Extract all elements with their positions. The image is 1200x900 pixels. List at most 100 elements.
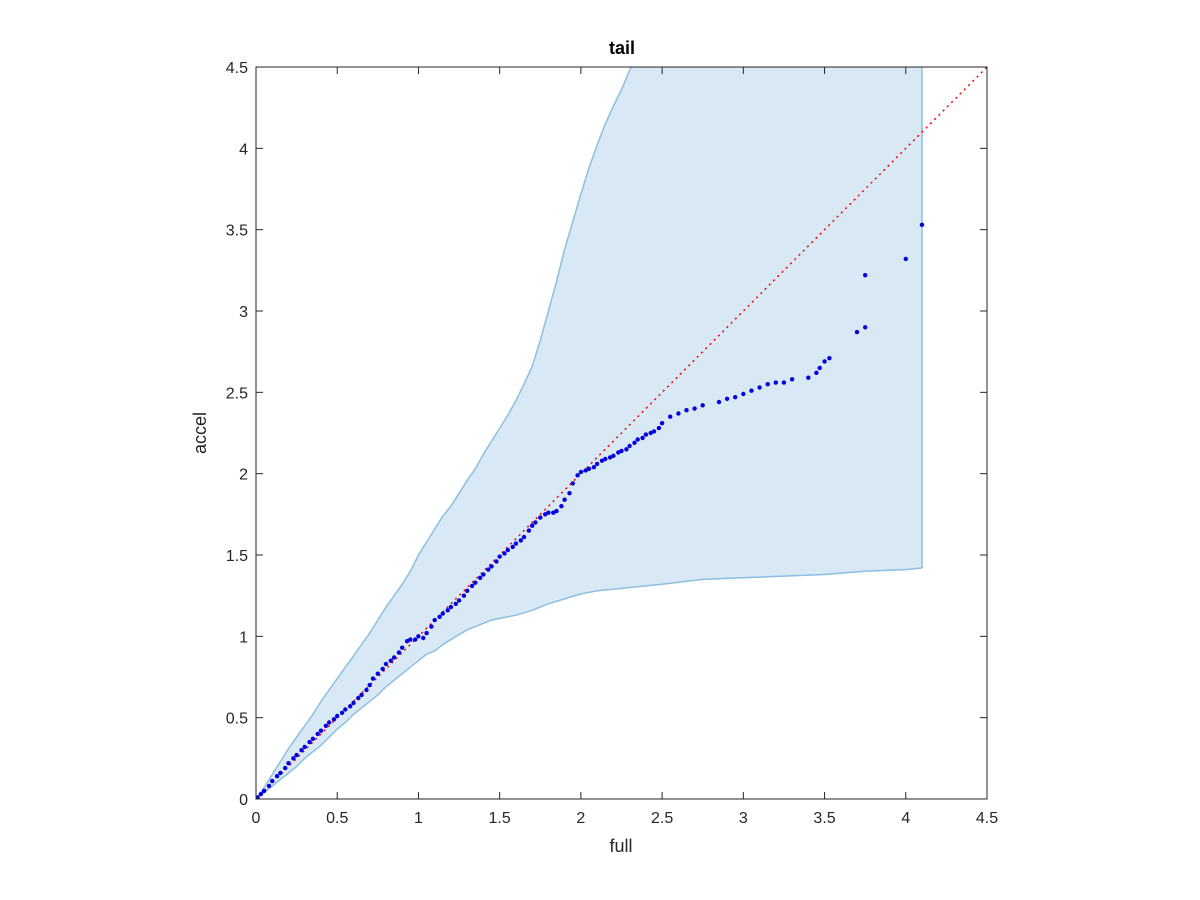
data-point: [505, 547, 510, 553]
data-point: [814, 370, 819, 375]
y-tick-label: 4.5: [226, 60, 248, 77]
data-point: [607, 455, 613, 460]
y-tick-label: 3.5: [226, 223, 248, 240]
data-point: [270, 778, 275, 784]
data-point: [692, 406, 697, 411]
data-point: [591, 465, 597, 470]
data-point: [424, 630, 429, 636]
data-point: [635, 437, 640, 442]
chart-title: tail: [609, 38, 635, 58]
data-point: [310, 736, 316, 741]
data-point: [651, 429, 657, 434]
data-point: [546, 510, 551, 515]
data-point: [318, 728, 324, 733]
data-point: [827, 356, 832, 361]
data-point: [632, 440, 637, 445]
data-point: [521, 534, 527, 540]
data-point: [599, 458, 605, 463]
data-point: [789, 377, 795, 382]
data-point: [863, 273, 868, 278]
data-point: [538, 515, 543, 520]
data-point: [716, 399, 722, 405]
x-tick-label: 2.5: [651, 810, 673, 827]
data-point: [640, 435, 645, 441]
data-point: [486, 567, 491, 572]
data-point: [448, 604, 454, 610]
data-point: [453, 601, 458, 606]
data-point: [656, 425, 662, 431]
data-point: [757, 385, 762, 390]
data-point: [497, 554, 502, 559]
data-point: [437, 614, 442, 619]
data-point: [903, 256, 908, 262]
data-point: [383, 661, 389, 667]
data-point: [315, 731, 320, 737]
data-point: [299, 748, 304, 753]
data-point: [575, 473, 580, 478]
data-point: [461, 593, 467, 598]
x-axis-ticks: 0 0.5 1 1.5 2 2.5 3 3.5 4 4.5: [252, 67, 998, 827]
data-point: [367, 682, 372, 688]
plot-area: 0 0.5 1 1.5 2 2.5 3 3.5 4 4.5 0 0.5 1 1.5 2 2.5 3 3.5 4 4.…: [226, 60, 998, 827]
reference-line: [256, 67, 987, 799]
data-point: [724, 396, 730, 401]
data-point: [603, 456, 608, 462]
confidence-band-lower-edge: [256, 567, 923, 799]
data-point: [274, 774, 280, 779]
data-point: [643, 432, 649, 437]
data-point: [364, 687, 369, 693]
data-point: [611, 453, 616, 458]
data-point: [494, 559, 499, 564]
data-point: [400, 645, 405, 650]
data-point: [339, 710, 345, 715]
y-tick-label: 0.5: [226, 711, 248, 728]
data-point: [294, 752, 299, 758]
data-point: [733, 395, 738, 400]
data-point: [391, 655, 397, 660]
data-point: [518, 538, 523, 543]
y-axis-ticks: 0 0.5 1 1.5 2 2.5 3 3.5 4 4.5: [226, 60, 987, 809]
x-tick-label: 0.5: [326, 810, 348, 827]
data-point: [331, 717, 337, 722]
data-point: [351, 700, 356, 706]
data-point: [594, 461, 600, 467]
data-point: [278, 770, 283, 776]
data-point: [648, 430, 653, 436]
data-point: [258, 791, 264, 797]
x-tick-label: 0: [252, 810, 261, 827]
data-point: [307, 739, 312, 745]
data-point: [624, 447, 629, 452]
data-point: [854, 329, 860, 335]
data-point: [440, 611, 445, 616]
data-point: [348, 704, 353, 709]
data-point: [343, 707, 348, 712]
data-point: [822, 359, 827, 364]
x-tick-label: 2: [576, 810, 585, 827]
y-axis-label: accel: [190, 412, 210, 454]
data-point: [700, 403, 705, 408]
data-point: [359, 692, 364, 698]
y-tick-label: 3: [239, 304, 248, 321]
data-point: [481, 572, 486, 577]
data-point: [741, 391, 746, 397]
data-point: [627, 443, 632, 449]
data-point: [765, 382, 770, 387]
data-point: [445, 608, 450, 613]
data-point: [473, 580, 478, 585]
data-point: [416, 634, 421, 639]
data-point: [559, 504, 564, 509]
data-point: [513, 541, 519, 546]
data-point: [380, 666, 385, 672]
data-point: [668, 414, 673, 419]
data-point: [335, 713, 340, 719]
data-point: [326, 720, 332, 725]
confidence-band-upper-edge: [256, 67, 923, 799]
data-point: [526, 528, 532, 533]
data-point: [619, 448, 624, 454]
data-point: [749, 388, 754, 393]
data-point: [562, 497, 567, 502]
data-point: [465, 588, 470, 593]
data-point: [806, 375, 811, 380]
data-point: [659, 421, 665, 426]
data-point: [266, 783, 272, 789]
